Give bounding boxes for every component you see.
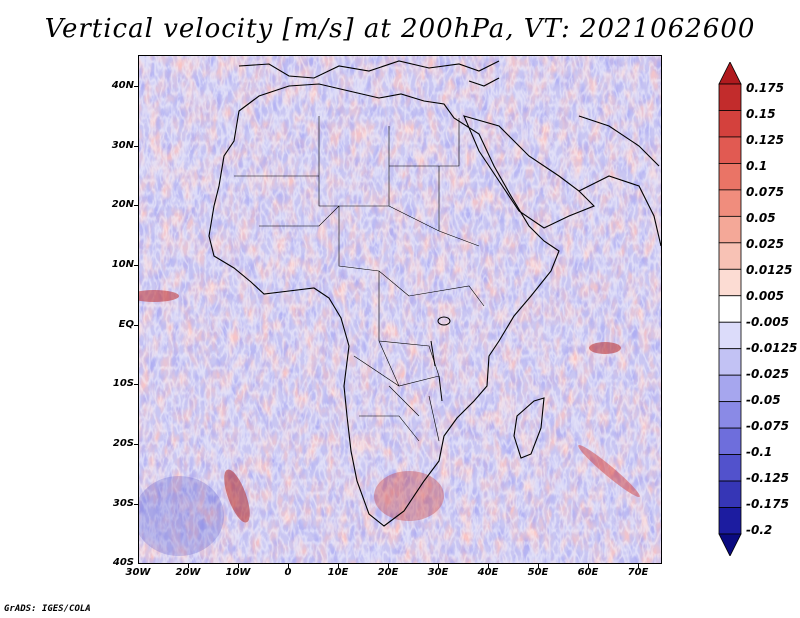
colorbar-box <box>718 454 742 482</box>
colorbar-label: 0.125 <box>746 133 784 147</box>
lon-label-30w: 30W <box>125 567 151 578</box>
coastlines <box>208 60 661 527</box>
highlight-indian-ocean <box>589 342 621 354</box>
lon-label-40e: 40E <box>477 567 499 578</box>
colorbar-label: 0.1 <box>746 159 768 173</box>
colorbar-box <box>718 62 742 85</box>
lon-label-0: 0 <box>284 567 292 578</box>
lon-label-50e: 50E <box>527 567 549 578</box>
colorbar-label: 0.175 <box>746 81 784 95</box>
colorbar-box <box>718 110 742 138</box>
highlight-atlantic <box>139 290 179 302</box>
colorbar-label: -0.075 <box>746 419 789 433</box>
colorbar-box <box>718 163 742 191</box>
colorbar-label: -0.025 <box>746 367 789 381</box>
field-highlights <box>139 290 640 556</box>
lon-label-20e: 20E <box>377 567 399 578</box>
lake-victoria <box>437 316 451 326</box>
lon-label-70e: 70E <box>627 567 649 578</box>
lat-label-10s: 10S <box>112 378 134 389</box>
colorbar-box <box>718 295 742 323</box>
colorbar-label: -0.0125 <box>746 341 798 355</box>
lat-label-20n: 20N <box>111 199 134 210</box>
lat-tick <box>134 146 138 147</box>
highlight-south-atlantic <box>224 469 250 523</box>
colorbar-box <box>718 83 742 111</box>
colorbar-box <box>718 215 742 244</box>
lon-tick <box>638 564 639 568</box>
colorbar-box <box>718 136 742 164</box>
lon-tick <box>288 564 289 568</box>
highlight-front <box>578 445 640 497</box>
colorbar-label: -0.125 <box>746 471 789 485</box>
africa-coastline <box>208 83 560 527</box>
colorbar <box>718 62 742 556</box>
colorbar-label: -0.05 <box>746 393 781 407</box>
lat-label-10n: 10N <box>111 259 134 270</box>
lon-tick <box>388 564 389 568</box>
rift-lakes <box>430 340 443 402</box>
colorbar-label: 0.05 <box>746 211 776 225</box>
lon-label-10e: 10E <box>327 567 349 578</box>
colorbar-box <box>718 268 742 297</box>
lon-tick <box>488 564 489 568</box>
country-borders <box>234 116 485 442</box>
credit-text: GrADS: IGES/COLA <box>4 604 91 614</box>
lat-label-40s: 40S <box>112 557 134 568</box>
lon-tick <box>538 564 539 568</box>
lat-tick <box>134 86 138 87</box>
colorbar-label: -0.2 <box>746 523 773 537</box>
lon-tick <box>188 564 189 568</box>
highlight-cyclone <box>139 476 224 556</box>
colorbar-label: 0.075 <box>746 185 784 199</box>
colorbar-box <box>718 321 742 350</box>
lon-label-30e: 30E <box>427 567 449 578</box>
colorbar-boxes <box>718 62 742 556</box>
lat-tick <box>134 325 138 326</box>
colorbar-label: 0.15 <box>746 107 776 121</box>
colorbar-label: 0.0125 <box>746 263 793 277</box>
lon-label-20w: 20W <box>175 567 201 578</box>
lat-label-30n: 30N <box>111 140 134 151</box>
lat-tick <box>134 384 138 385</box>
colorbar-box <box>718 401 742 429</box>
lon-label-60e: 60E <box>577 567 599 578</box>
lon-label-10w: 10W <box>225 567 251 578</box>
colorbar-box <box>718 374 742 403</box>
lon-tick <box>438 564 439 568</box>
europe-coastline <box>238 60 500 87</box>
lon-tick <box>338 564 339 568</box>
asia-coastline <box>578 115 661 247</box>
map-canvas <box>139 56 661 563</box>
lat-tick <box>134 205 138 206</box>
lat-label-eq: EQ <box>118 319 134 330</box>
colorbar-box <box>718 507 742 535</box>
lat-tick <box>134 265 138 266</box>
colorbar-box <box>718 242 742 270</box>
lon-tick <box>238 564 239 568</box>
vertical-velocity-map <box>138 55 662 564</box>
colorbar-box <box>718 427 742 455</box>
lat-label-20s: 20S <box>112 438 134 449</box>
lat-label-30s: 30S <box>112 498 134 509</box>
colorbar-box <box>718 189 742 217</box>
colorbar-label: 0.025 <box>746 237 784 251</box>
madagascar <box>513 397 545 459</box>
lon-tick <box>588 564 589 568</box>
colorbar-label: 0.005 <box>746 289 784 303</box>
highlight-south-africa <box>374 471 444 521</box>
colorbar-label: -0.175 <box>746 497 789 511</box>
lat-tick <box>134 504 138 505</box>
lat-tick <box>134 444 138 445</box>
colorbar-label: -0.005 <box>746 315 789 329</box>
plot-title: Vertical velocity [m/s] at 200hPa, VT: 2… <box>44 14 756 44</box>
colorbar-box <box>718 533 742 556</box>
colorbar-box <box>718 348 742 376</box>
lakes <box>430 316 451 402</box>
arabian-peninsula <box>463 115 595 229</box>
colorbar-box <box>718 480 742 508</box>
colorbar-label: -0.1 <box>746 445 773 459</box>
lat-label-40n: 40N <box>111 80 134 91</box>
